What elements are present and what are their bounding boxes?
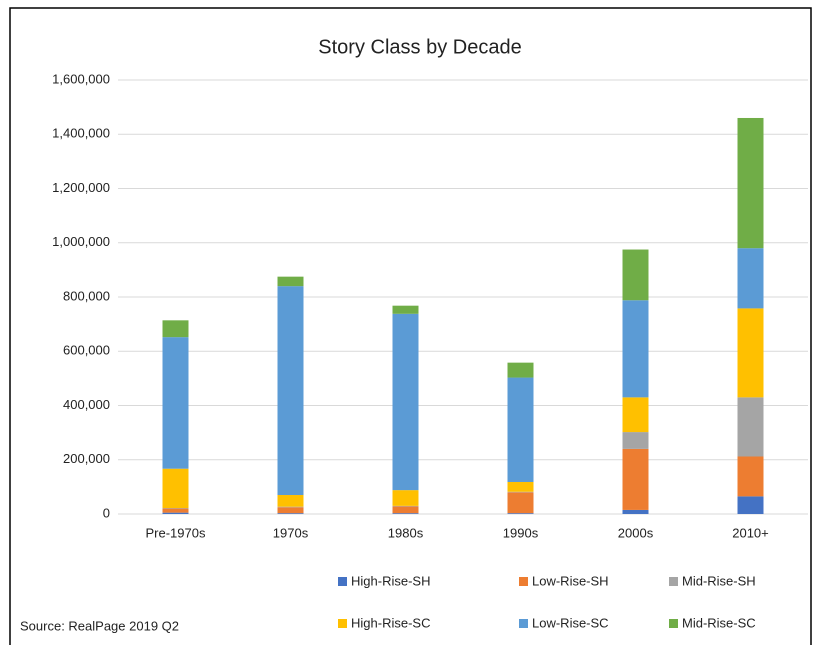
legend-swatch bbox=[519, 619, 528, 628]
bar-segment bbox=[622, 448, 649, 510]
bar-segment bbox=[392, 313, 419, 491]
bar-segment bbox=[507, 492, 534, 514]
bar-segment bbox=[622, 249, 649, 301]
legend-label: High-Rise-SC bbox=[351, 615, 430, 630]
bar-segment bbox=[392, 305, 419, 314]
legend-label: High-Rise-SH bbox=[351, 573, 430, 588]
y-tick-label: 1,600,000 bbox=[52, 71, 110, 86]
legend-swatch bbox=[338, 577, 347, 586]
x-tick-label: 2010+ bbox=[732, 525, 769, 540]
bar-segment bbox=[162, 320, 189, 338]
bar-segment bbox=[277, 513, 304, 514]
bar-segment bbox=[507, 481, 534, 492]
source-note: Source: RealPage 2019 Q2 bbox=[20, 618, 179, 633]
y-tick-label: 1,000,000 bbox=[52, 234, 110, 249]
bar-segment bbox=[277, 286, 304, 496]
bar-segment bbox=[507, 362, 534, 378]
y-tick-label: 400,000 bbox=[63, 397, 110, 412]
x-tick-label: 2000s bbox=[618, 525, 654, 540]
y-tick-label: 200,000 bbox=[63, 451, 110, 466]
bar-segment bbox=[507, 491, 534, 493]
bar-segment bbox=[277, 506, 304, 508]
bar-segment bbox=[622, 432, 649, 449]
bar-segment bbox=[277, 507, 304, 514]
bar-segment bbox=[622, 397, 649, 433]
bar-segment bbox=[737, 117, 764, 249]
bar-segment bbox=[392, 506, 419, 514]
bar-segment bbox=[737, 308, 764, 398]
legend-label: Mid-Rise-SC bbox=[682, 615, 756, 630]
bar-segment bbox=[162, 337, 189, 469]
legend-swatch bbox=[338, 619, 347, 628]
x-tick-label: 1970s bbox=[273, 525, 309, 540]
bar-segment bbox=[737, 456, 764, 497]
bar-segment bbox=[507, 377, 534, 482]
x-tick-label: 1990s bbox=[503, 525, 539, 540]
y-tick-label: 600,000 bbox=[63, 343, 110, 358]
y-tick-label: 1,200,000 bbox=[52, 180, 110, 195]
legend-label: Low-Rise-SC bbox=[532, 615, 609, 630]
bar-segment bbox=[392, 490, 419, 506]
x-tick-label: Pre-1970s bbox=[146, 525, 206, 540]
bar-segment bbox=[507, 513, 534, 514]
bar-segment bbox=[737, 397, 764, 457]
bar-segment bbox=[737, 248, 764, 309]
legend-label: Low-Rise-SH bbox=[532, 573, 609, 588]
legend-swatch bbox=[519, 577, 528, 586]
legend-label: Mid-Rise-SH bbox=[682, 573, 756, 588]
bar-segment bbox=[737, 496, 764, 514]
y-tick-label: 0 bbox=[103, 505, 110, 520]
frame bbox=[9, 7, 812, 645]
chart-title: Story Class by Decade bbox=[318, 36, 521, 58]
bar-segment bbox=[162, 512, 189, 514]
bar-segment bbox=[622, 509, 649, 514]
bar-segment bbox=[622, 300, 649, 398]
bar-segment bbox=[392, 505, 419, 507]
legend-swatch bbox=[669, 619, 678, 628]
bar-segment bbox=[162, 468, 189, 509]
bar-segment bbox=[162, 508, 189, 513]
bar-segment bbox=[162, 508, 189, 509]
bar-segment bbox=[392, 513, 419, 514]
y-tick-label: 800,000 bbox=[63, 288, 110, 303]
x-tick-label: 1980s bbox=[388, 525, 424, 540]
legend-swatch bbox=[669, 577, 678, 586]
y-tick-label: 1,400,000 bbox=[52, 126, 110, 141]
bar-segment bbox=[277, 276, 304, 287]
bar-segment bbox=[277, 495, 304, 507]
